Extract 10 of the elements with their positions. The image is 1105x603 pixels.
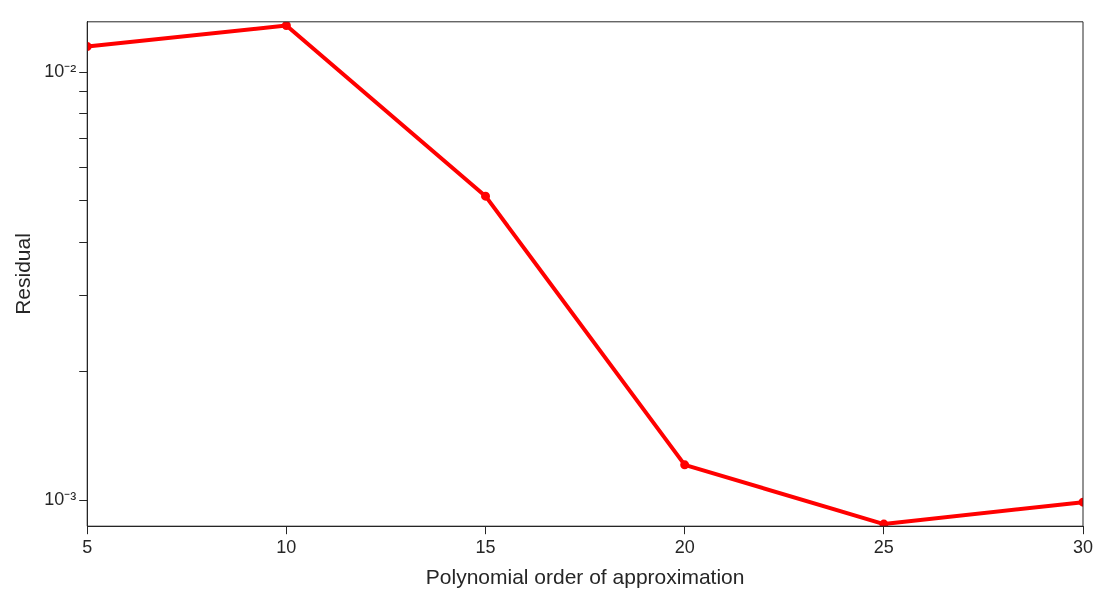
y-axis-title: Residual <box>11 233 35 315</box>
x-tick-label: 30 <box>1072 536 1094 557</box>
x-tick-label: 15 <box>475 536 496 557</box>
x-tick-label: 5 <box>82 536 93 557</box>
x-tick-label: 25 <box>873 536 894 557</box>
y-tick-label: 10⁻² <box>44 60 77 81</box>
x-tick-label: 20 <box>674 536 695 557</box>
y-tick-label: 10⁻³ <box>44 489 77 510</box>
x-axis-title: Polynomial order of approximation <box>425 565 745 589</box>
x-tick-label: 10 <box>276 536 297 557</box>
